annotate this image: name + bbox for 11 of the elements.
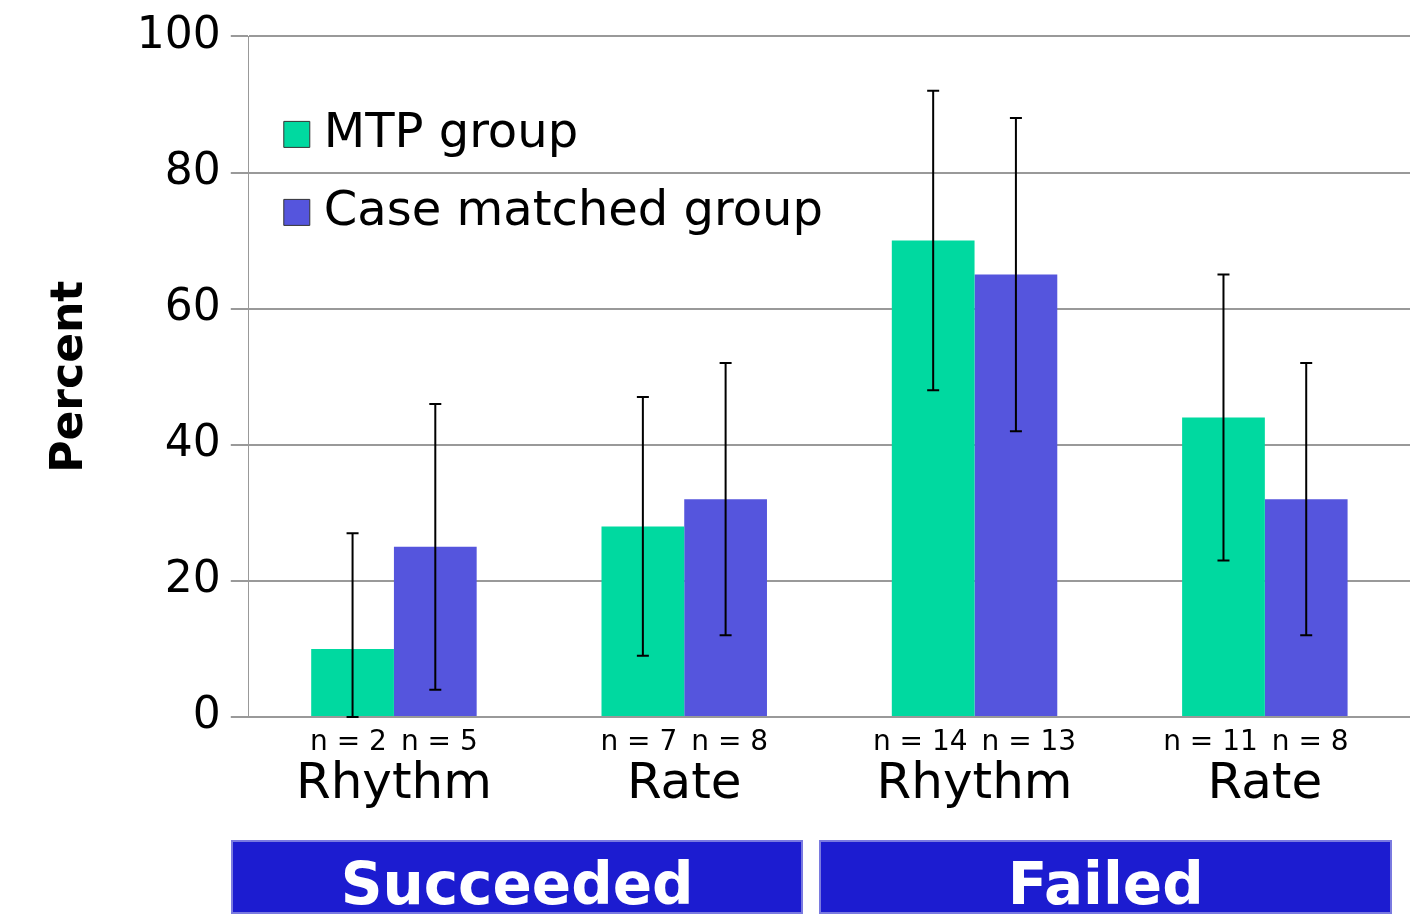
y-tick-label: 60 xyxy=(164,279,221,331)
y-axis-title: Percent xyxy=(40,280,92,473)
y-tick-label: 80 xyxy=(164,142,221,194)
text: Succeeded xyxy=(230,840,804,914)
y-tick-label: 20 xyxy=(164,551,221,603)
text: Failed xyxy=(819,840,1392,914)
y-tick-label: 40 xyxy=(164,415,221,467)
legend-label: MTP group xyxy=(323,101,579,158)
y-tick-label: 0 xyxy=(192,687,221,739)
legend-label: Case matched group xyxy=(323,179,823,236)
y-tick-label: 100 xyxy=(136,6,221,58)
